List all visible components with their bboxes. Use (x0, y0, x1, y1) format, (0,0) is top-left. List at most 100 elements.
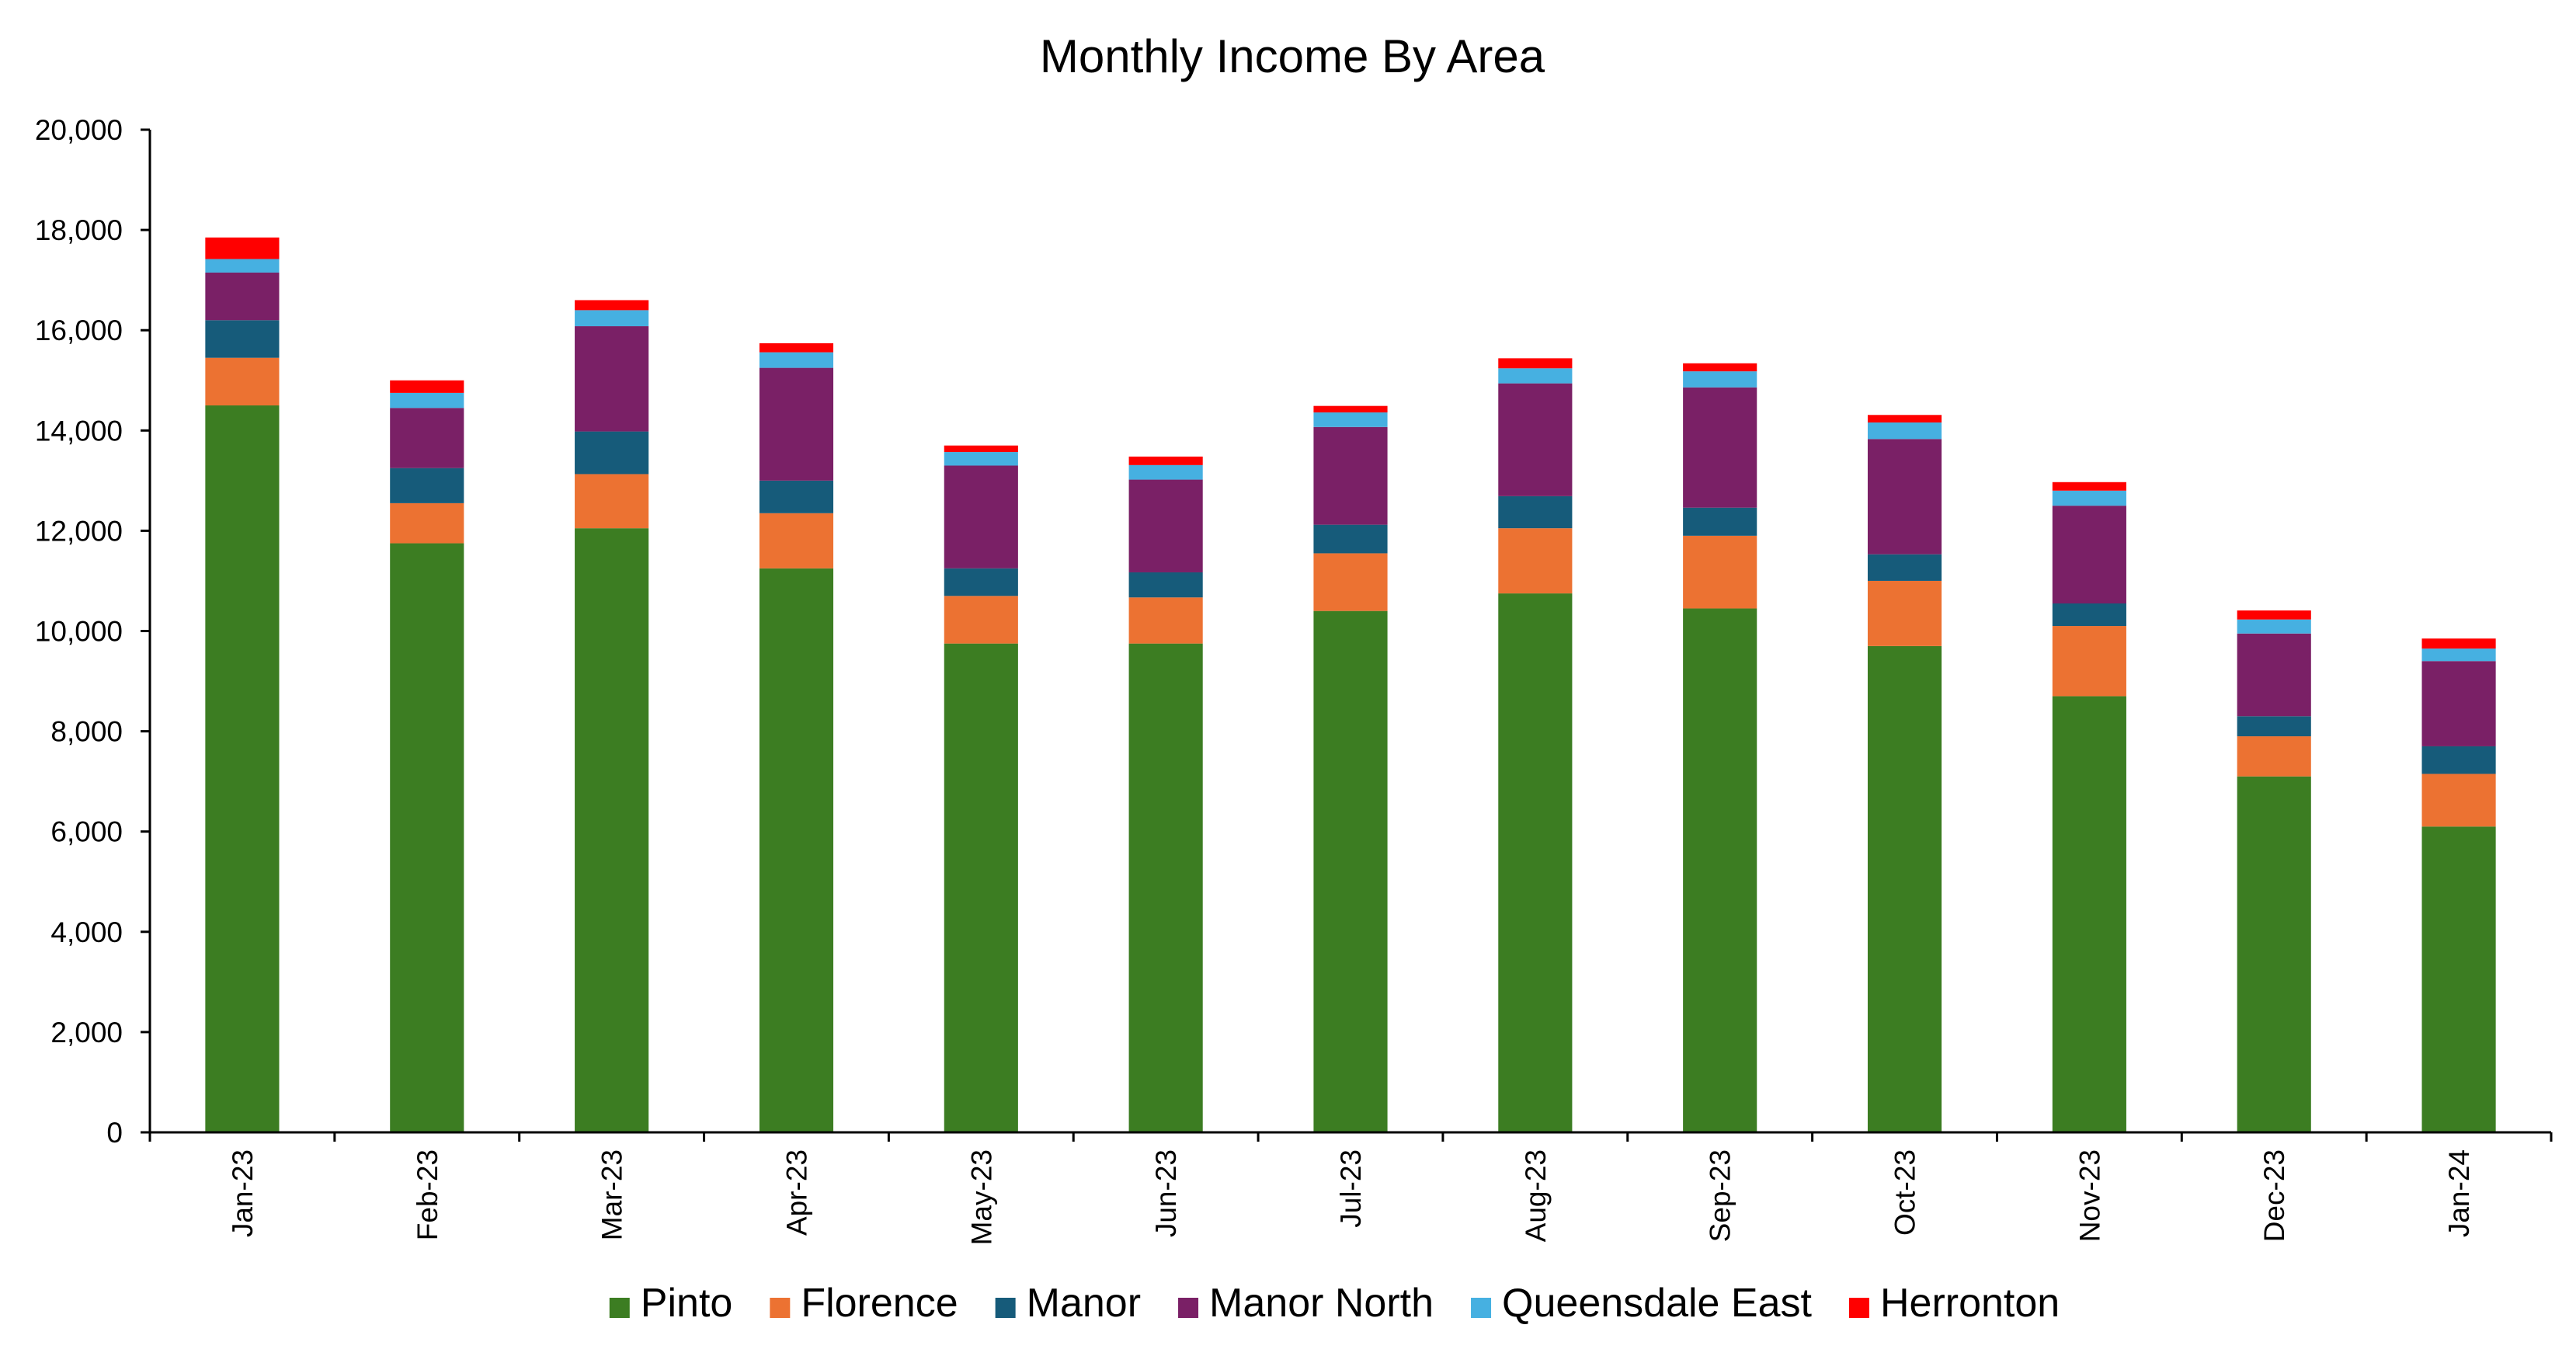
bar-segment-herronton-oct-23 (1867, 415, 1942, 422)
bar-segment-herronton-dec-23 (2237, 610, 2311, 620)
bar-segment-herronton-sep-23 (1683, 363, 1757, 372)
y-tick-label: 20,000 (35, 114, 123, 146)
bar-segment-florence-jan-24 (2421, 774, 2496, 827)
x-tick-label: Feb-23 (412, 1149, 443, 1240)
y-tick-label: 4,000 (50, 916, 123, 948)
bar-segment-florence-jun-23 (1128, 597, 1203, 644)
bar-segment-herronton-may-23 (944, 445, 1018, 453)
x-tick-label: Apr-23 (780, 1149, 812, 1236)
bar-segment-pinto-jun-23 (1128, 643, 1203, 1132)
x-tick-label: Mar-23 (596, 1149, 628, 1240)
bars-layer (205, 237, 2496, 1132)
bar-segment-pinto-jan-23 (205, 405, 280, 1132)
bar-segment-florence-sep-23 (1683, 535, 1757, 609)
bar-segment-manor-nov-23 (2052, 603, 2126, 627)
bar-segment-manor-north-apr-23 (759, 367, 834, 481)
bar-segment-pinto-mar-23 (575, 528, 649, 1132)
x-tick-label: Jun-23 (1150, 1149, 1182, 1237)
bar-segment-queensdale-east-jan-23 (205, 259, 280, 273)
x-tick-label: Jan-24 (2443, 1149, 2475, 1237)
legend-label: Florence (801, 1281, 958, 1326)
legend-item-herronton: Herronton (1848, 1281, 2060, 1326)
bar-segment-manor-sep-23 (1683, 507, 1757, 536)
bar-segment-herronton-apr-23 (759, 342, 834, 353)
bar-segment-manor-north-feb-23 (390, 408, 464, 468)
bar-segment-queensdale-east-jun-23 (1128, 464, 1203, 480)
x-tick-label: Aug-23 (1520, 1149, 1552, 1242)
legend-swatch (995, 1298, 1016, 1318)
x-tick-label: Jul-23 (1335, 1149, 1367, 1228)
bar-segment-herronton-jan-23 (205, 237, 280, 259)
bar-segment-queensdale-east-nov-23 (2052, 490, 2126, 506)
bar-segment-pinto-may-23 (944, 643, 1018, 1132)
bar-segment-manor-north-aug-23 (1498, 383, 1573, 496)
bar-segment-florence-dec-23 (2237, 736, 2311, 777)
bar-segment-florence-oct-23 (1867, 580, 1942, 646)
bar-segment-florence-jul-23 (1313, 553, 1388, 611)
bar-segment-manor-dec-23 (2237, 716, 2311, 737)
bar-segment-herronton-mar-23 (575, 300, 649, 311)
x-tick-label: May-23 (965, 1149, 997, 1245)
x-tick-label: Nov-23 (2074, 1149, 2105, 1242)
bar-segment-manor-may-23 (944, 568, 1018, 596)
y-tick-label: 18,000 (35, 214, 123, 246)
legend-swatch (609, 1298, 630, 1318)
bar-segment-herronton-feb-23 (390, 380, 464, 393)
bar-segment-florence-jan-23 (205, 357, 280, 406)
bar-segment-florence-apr-23 (759, 513, 834, 568)
axes-layer: 0 2,000 4,000 6,000 8,000 10,000 12,000 14,000 1… (35, 114, 2553, 1245)
bar-segment-manor-jan-23 (205, 320, 280, 358)
bar-segment-florence-may-23 (944, 596, 1018, 644)
legend: Pinto Florence Manor Manor North Queensdale … (609, 1281, 2060, 1326)
bar-segment-queensdale-east-may-23 (944, 452, 1018, 466)
bar-segment-manor-aug-23 (1498, 495, 1573, 529)
bar-segment-queensdale-east-oct-23 (1867, 422, 1942, 440)
x-tick-label: Oct-23 (1889, 1149, 1921, 1236)
y-tick-label: 12,000 (35, 515, 123, 547)
x-tick-label: Jan-23 (227, 1149, 259, 1237)
bar-segment-pinto-oct-23 (1867, 645, 1942, 1132)
bar-segment-manor-north-jun-23 (1128, 479, 1203, 572)
bar-segment-pinto-jul-23 (1313, 610, 1388, 1132)
bar-segment-queensdale-east-apr-23 (759, 352, 834, 368)
y-tick-label: 10,000 (35, 616, 123, 648)
bar-segment-pinto-aug-23 (1498, 593, 1573, 1132)
bar-segment-pinto-jan-24 (2421, 826, 2496, 1132)
chart-title: Monthly Income By Area (1040, 30, 1545, 82)
bar-segment-herronton-nov-23 (2052, 482, 2126, 491)
legend-label: Manor North (1209, 1281, 1434, 1326)
bar-segment-queensdale-east-jul-23 (1313, 412, 1388, 427)
bar-segment-manor-north-dec-23 (2237, 633, 2311, 717)
bar-segment-manor-north-jan-23 (205, 272, 280, 321)
legend-label: Manor (1027, 1281, 1141, 1326)
bar-segment-queensdale-east-dec-23 (2237, 619, 2311, 634)
bar-segment-pinto-feb-23 (390, 543, 464, 1132)
legend-label: Pinto (641, 1281, 733, 1326)
bar-segment-herronton-jan-24 (2421, 638, 2496, 649)
bar-segment-manor-north-oct-23 (1867, 439, 1942, 555)
bar-segment-manor-mar-23 (575, 431, 649, 475)
bar-segment-herronton-jun-23 (1128, 456, 1203, 465)
legend-swatch (1848, 1298, 1869, 1318)
bar-segment-manor-oct-23 (1867, 554, 1942, 581)
y-tick-label: 2,000 (50, 1017, 123, 1048)
bar-segment-manor-north-may-23 (944, 465, 1018, 568)
legend-label: Herronton (1880, 1281, 2060, 1326)
bar-segment-manor-north-nov-23 (2052, 506, 2126, 603)
legend-item-florence: Florence (770, 1281, 958, 1326)
legend-swatch (1178, 1298, 1199, 1318)
bar-segment-pinto-apr-23 (759, 568, 834, 1132)
bar-segment-florence-feb-23 (390, 502, 464, 544)
legend-item-manor: Manor (995, 1281, 1141, 1326)
bar-segment-herronton-jul-23 (1313, 405, 1388, 413)
legend-swatch (1471, 1298, 1492, 1318)
bar-segment-queensdale-east-sep-23 (1683, 371, 1757, 388)
y-tick-label: 0 (106, 1117, 123, 1149)
bar-segment-manor-jan-24 (2421, 746, 2496, 774)
legend-item-manor-north: Manor North (1178, 1281, 1434, 1326)
y-tick-label: 14,000 (35, 415, 123, 447)
bar-segment-queensdale-east-feb-23 (390, 392, 464, 409)
bar-segment-florence-aug-23 (1498, 528, 1573, 594)
